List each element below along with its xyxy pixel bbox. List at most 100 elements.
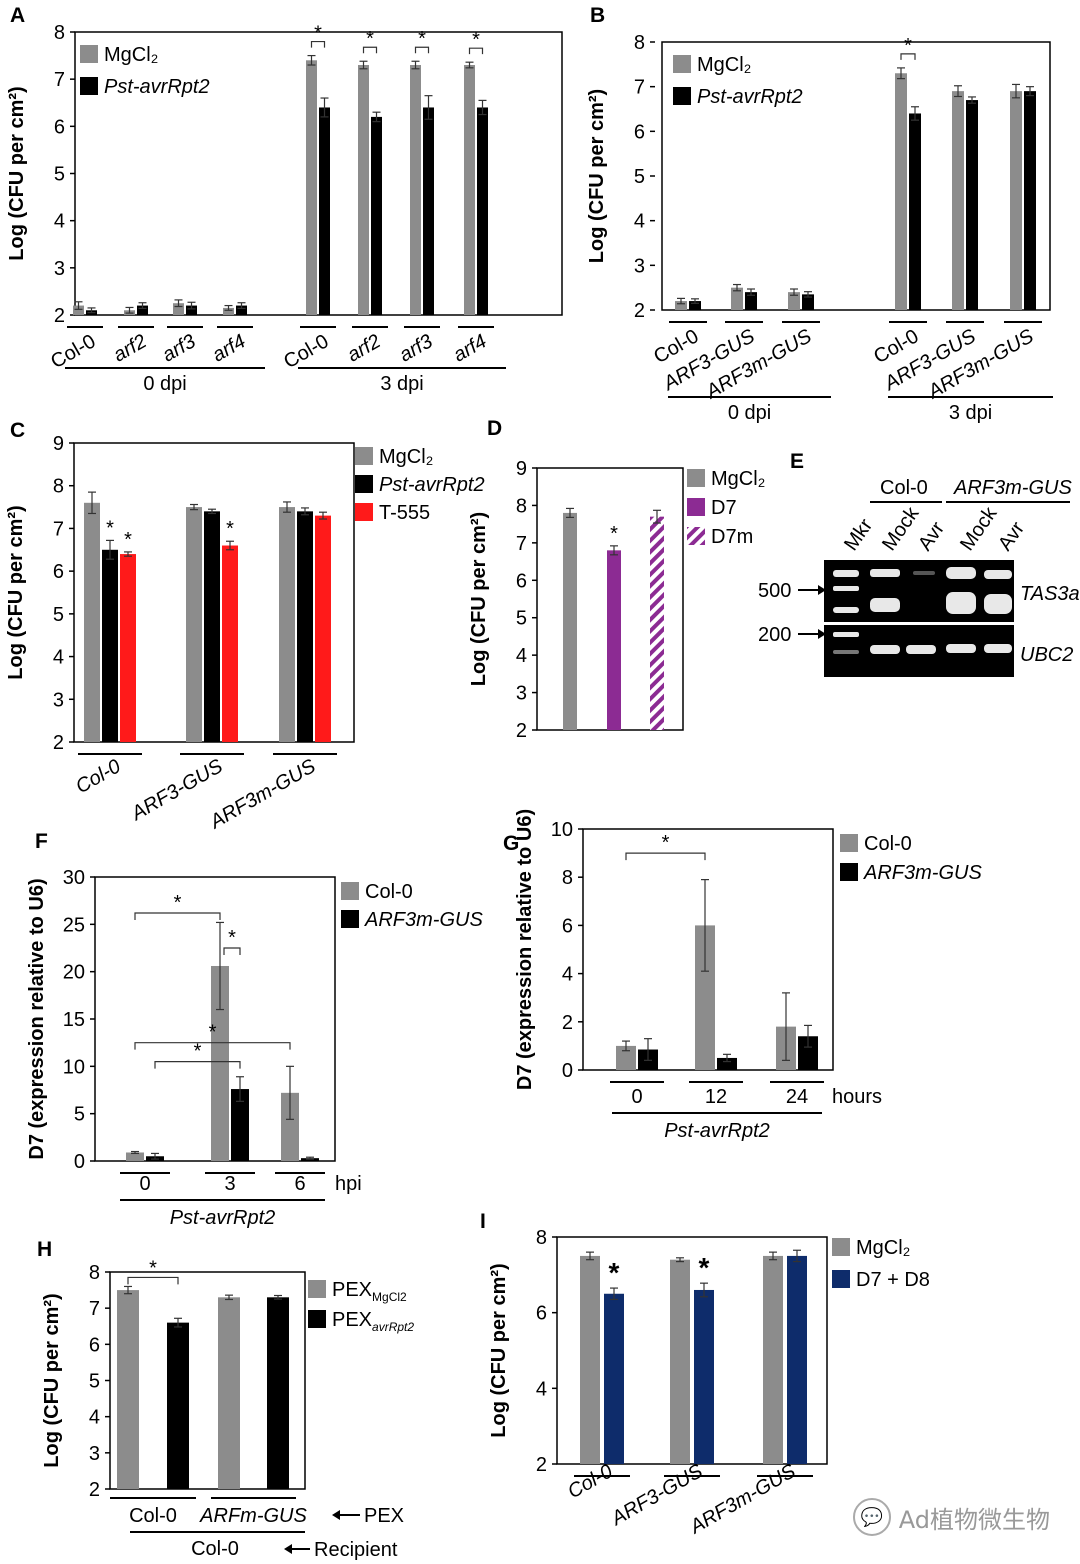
legend-label: ARF3m-GUS <box>863 862 982 884</box>
y-tick-label: 8 <box>634 32 645 54</box>
bar <box>717 1057 737 1070</box>
panel-e-gel: E Mkr Mock Avr Mock Avr Col-0 <box>758 450 1080 677</box>
y-tick-label: 4 <box>53 647 64 669</box>
y-tick-label: 6 <box>89 1334 100 1356</box>
x-tick-label: 0 <box>631 1086 642 1108</box>
legend-swatch <box>355 503 373 521</box>
legend-swatch <box>341 882 359 900</box>
bar <box>319 107 330 315</box>
legend-label: MgCl₂ <box>379 446 433 468</box>
plot-frame <box>556 1236 828 1465</box>
bar <box>102 549 118 742</box>
y-tick-label: 7 <box>54 69 65 91</box>
y-tick-label: 0 <box>562 1060 573 1082</box>
legend-swatch <box>673 87 691 105</box>
bar <box>745 292 757 310</box>
bar <box>909 113 921 310</box>
significance-bracket <box>625 852 706 861</box>
significance-bracket <box>468 47 484 55</box>
legend-label: PEXavrRpt2 <box>332 1309 414 1334</box>
bar <box>306 60 317 315</box>
legend-swatch <box>308 1280 326 1298</box>
y-tick-label: 5 <box>54 164 65 186</box>
bar <box>695 925 715 1070</box>
legend-label: Col-0 <box>864 833 912 855</box>
bar <box>675 301 687 310</box>
y-tick-label: 8 <box>516 495 527 517</box>
bar <box>423 107 434 315</box>
arrow-left-icon <box>284 1544 292 1554</box>
significance-star: * <box>904 35 912 57</box>
y-tick-label: 10 <box>63 1056 85 1078</box>
gel-col-mkr: Mkr <box>840 515 877 555</box>
significance-star: * <box>194 1041 202 1063</box>
legend-label: MgCl₂ <box>104 44 158 66</box>
legend-swatch <box>673 55 691 73</box>
y-tick-label: 7 <box>89 1298 100 1320</box>
significance-star: * <box>314 23 322 45</box>
bar <box>231 1089 249 1161</box>
panel-label-b: B <box>590 4 605 27</box>
y-axis-label: Log (CFU per cm²) <box>41 1293 63 1467</box>
bar <box>798 1036 818 1070</box>
legend-swatch <box>832 1270 850 1288</box>
significance-star: * <box>106 517 114 539</box>
significance-star: * <box>699 1252 710 1283</box>
y-tick-label: 4 <box>516 645 527 667</box>
panel-label-d: D <box>487 417 502 440</box>
panel-label-c: C <box>10 419 25 442</box>
y-tick-label: 8 <box>53 476 64 498</box>
plot-frame <box>661 41 1051 311</box>
x-unit-label: hpi <box>335 1173 362 1195</box>
y-tick-label: 2 <box>89 1479 100 1501</box>
panel-label-e: E <box>790 450 804 473</box>
legend-label: PEXMgCl2 <box>332 1279 407 1304</box>
gel-gene-tas3a: TAS3a <box>1020 583 1080 605</box>
y-tick-label: 7 <box>516 533 527 555</box>
recipient-label: Recipient <box>314 1539 398 1561</box>
bar <box>477 107 488 315</box>
y-tick-label: 2 <box>634 300 645 322</box>
pex-label: PEX <box>364 1505 404 1527</box>
gel-col-avr-2: Avr <box>994 518 1029 555</box>
bar <box>126 1152 144 1161</box>
y-tick-label: 8 <box>54 22 65 44</box>
bar <box>410 65 421 316</box>
y-axis-label: D7 (expression relative to U6) <box>26 878 48 1159</box>
x-tick-label: Col-0 <box>564 1460 616 1503</box>
bar <box>895 73 907 311</box>
x-tick-label: arf3 <box>159 330 200 366</box>
legend-swatch <box>80 45 98 63</box>
significance-star: * <box>472 29 480 51</box>
significance-bracket <box>134 1042 291 1050</box>
bar <box>186 507 202 742</box>
significance-bracket <box>134 912 221 920</box>
significance-star: * <box>174 892 182 914</box>
bar <box>358 65 369 316</box>
legend-swatch <box>355 475 373 493</box>
legend-swatch <box>687 498 705 516</box>
group-bracket-label: 0 dpi <box>728 402 771 424</box>
x-tick-label: arf2 <box>110 330 151 366</box>
y-tick-label: 7 <box>634 77 645 99</box>
bar <box>117 1290 139 1489</box>
y-tick-label: 6 <box>562 915 573 937</box>
y-tick-label: 4 <box>562 964 573 986</box>
y-tick-label: 9 <box>53 433 64 455</box>
significance-bracket <box>127 1276 179 1285</box>
arrow-left-icon <box>332 1510 340 1520</box>
y-axis-label: Log (CFU per cm²) <box>468 512 490 686</box>
y-tick-label: 6 <box>516 570 527 592</box>
group-bracket-label: 3 dpi <box>949 402 992 424</box>
y-axis-label: Log (CFU per cm²) <box>488 1263 510 1437</box>
bar <box>173 303 184 315</box>
legend-swatch <box>80 77 98 95</box>
significance-bracket <box>310 40 326 48</box>
y-tick-label: 20 <box>63 962 85 984</box>
bar <box>137 305 148 315</box>
x-tick-label: 6 <box>294 1173 305 1195</box>
